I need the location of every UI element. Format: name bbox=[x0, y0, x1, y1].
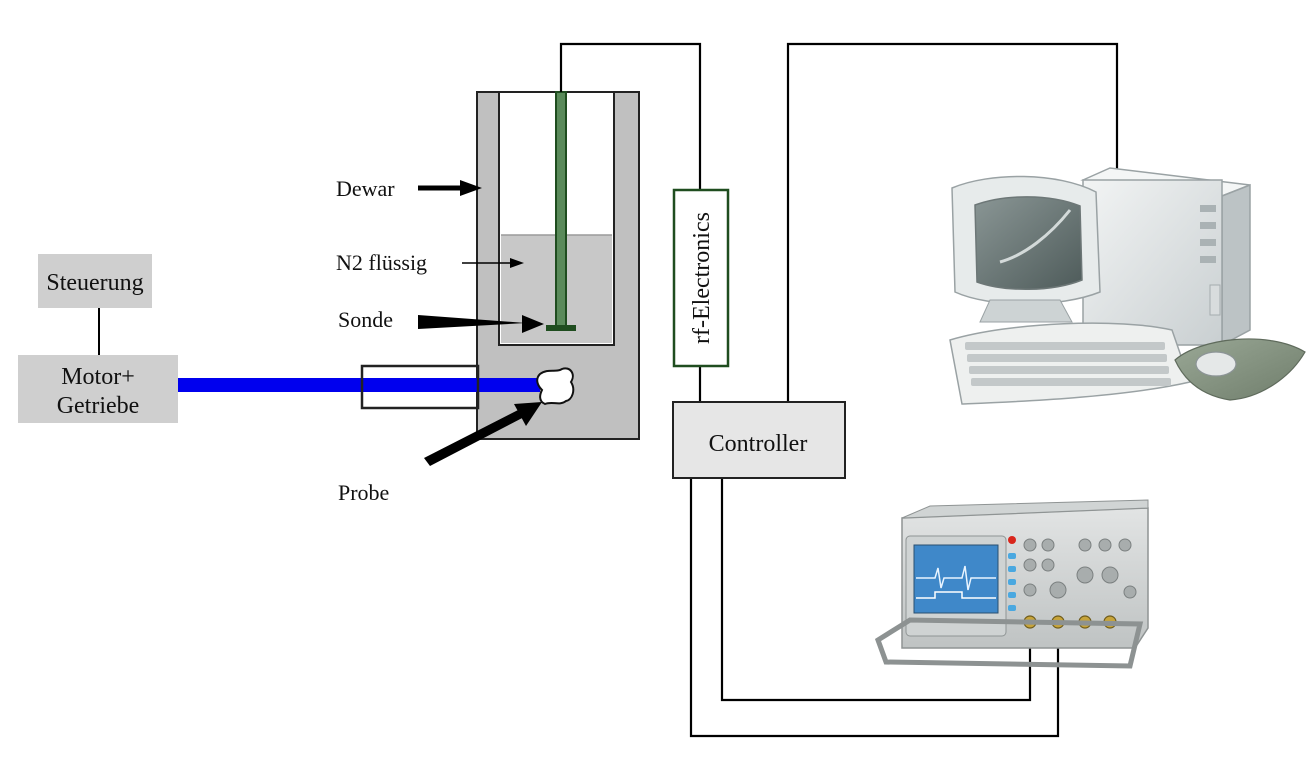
scope-screen bbox=[913, 544, 999, 614]
sonde-label: Sonde bbox=[338, 307, 393, 332]
wire-sonde-rf bbox=[559, 42, 702, 190]
wire-controller-scope-ch2 bbox=[689, 478, 1060, 738]
keyboard-keys bbox=[965, 342, 1171, 386]
oscilloscope-icon bbox=[874, 499, 1149, 669]
dewar-arrow bbox=[418, 180, 482, 196]
monitor-stand bbox=[979, 299, 1073, 323]
tower-front bbox=[1082, 179, 1223, 346]
scope-handle bbox=[874, 617, 1144, 669]
scope-top bbox=[901, 499, 1149, 519]
sonde-arrow bbox=[418, 315, 544, 333]
monitor-screen bbox=[974, 196, 1083, 291]
sonde-tip bbox=[546, 325, 576, 331]
steuerung-box-bg bbox=[38, 254, 152, 308]
mouse-pad bbox=[1174, 338, 1306, 401]
rf-electronics-box: rf-Electronics bbox=[672, 188, 730, 368]
motor-label-line2: Getriebe bbox=[57, 393, 140, 419]
motor-box: Motor+ Getriebe bbox=[18, 355, 178, 423]
controller-bg bbox=[672, 401, 846, 479]
wire-controller-computer bbox=[786, 42, 1119, 402]
scope-knobs bbox=[1023, 538, 1137, 599]
controller-box: Controller bbox=[672, 401, 846, 479]
controller-label: Controller bbox=[709, 431, 808, 457]
rf-electronics-bg bbox=[672, 188, 730, 368]
steuerung-box: Steuerung bbox=[38, 254, 152, 308]
scope-trace-1 bbox=[916, 565, 996, 591]
rod-feedthrough-sleeve bbox=[360, 364, 480, 410]
drive-rod bbox=[178, 378, 540, 392]
steuerung-label: Steuerung bbox=[46, 270, 143, 296]
rf-electronics-label: rf-Electronics bbox=[689, 212, 715, 344]
tower-drive-2 bbox=[1200, 222, 1216, 229]
sonde-rod bbox=[555, 91, 567, 329]
wire-controller-scope-ch1 bbox=[720, 478, 1032, 702]
dewar-label: Dewar bbox=[336, 176, 395, 201]
desktop-computer-icon bbox=[949, 167, 1306, 405]
tower-drive-3 bbox=[1200, 239, 1216, 246]
scope-trace-2 bbox=[916, 591, 996, 599]
n2-label: N2 flüssig bbox=[336, 250, 427, 275]
tower-slot bbox=[1209, 284, 1221, 316]
probe-arrow bbox=[424, 402, 542, 466]
tower-side bbox=[1221, 183, 1251, 347]
tower-drive-4 bbox=[1200, 256, 1216, 263]
motor-label-line1: Motor+ bbox=[61, 364, 135, 390]
scope-softkeys bbox=[1008, 553, 1016, 611]
motor-box-bg bbox=[18, 355, 178, 423]
scope-power-button bbox=[1008, 536, 1016, 544]
keyboard-body bbox=[949, 322, 1191, 405]
sample-piece bbox=[536, 367, 575, 406]
mouse bbox=[1195, 351, 1237, 377]
screen-glare bbox=[999, 209, 1072, 264]
n2-arrow bbox=[462, 258, 524, 268]
tower-drive-1 bbox=[1200, 205, 1216, 212]
probe-label: Probe bbox=[338, 480, 389, 505]
